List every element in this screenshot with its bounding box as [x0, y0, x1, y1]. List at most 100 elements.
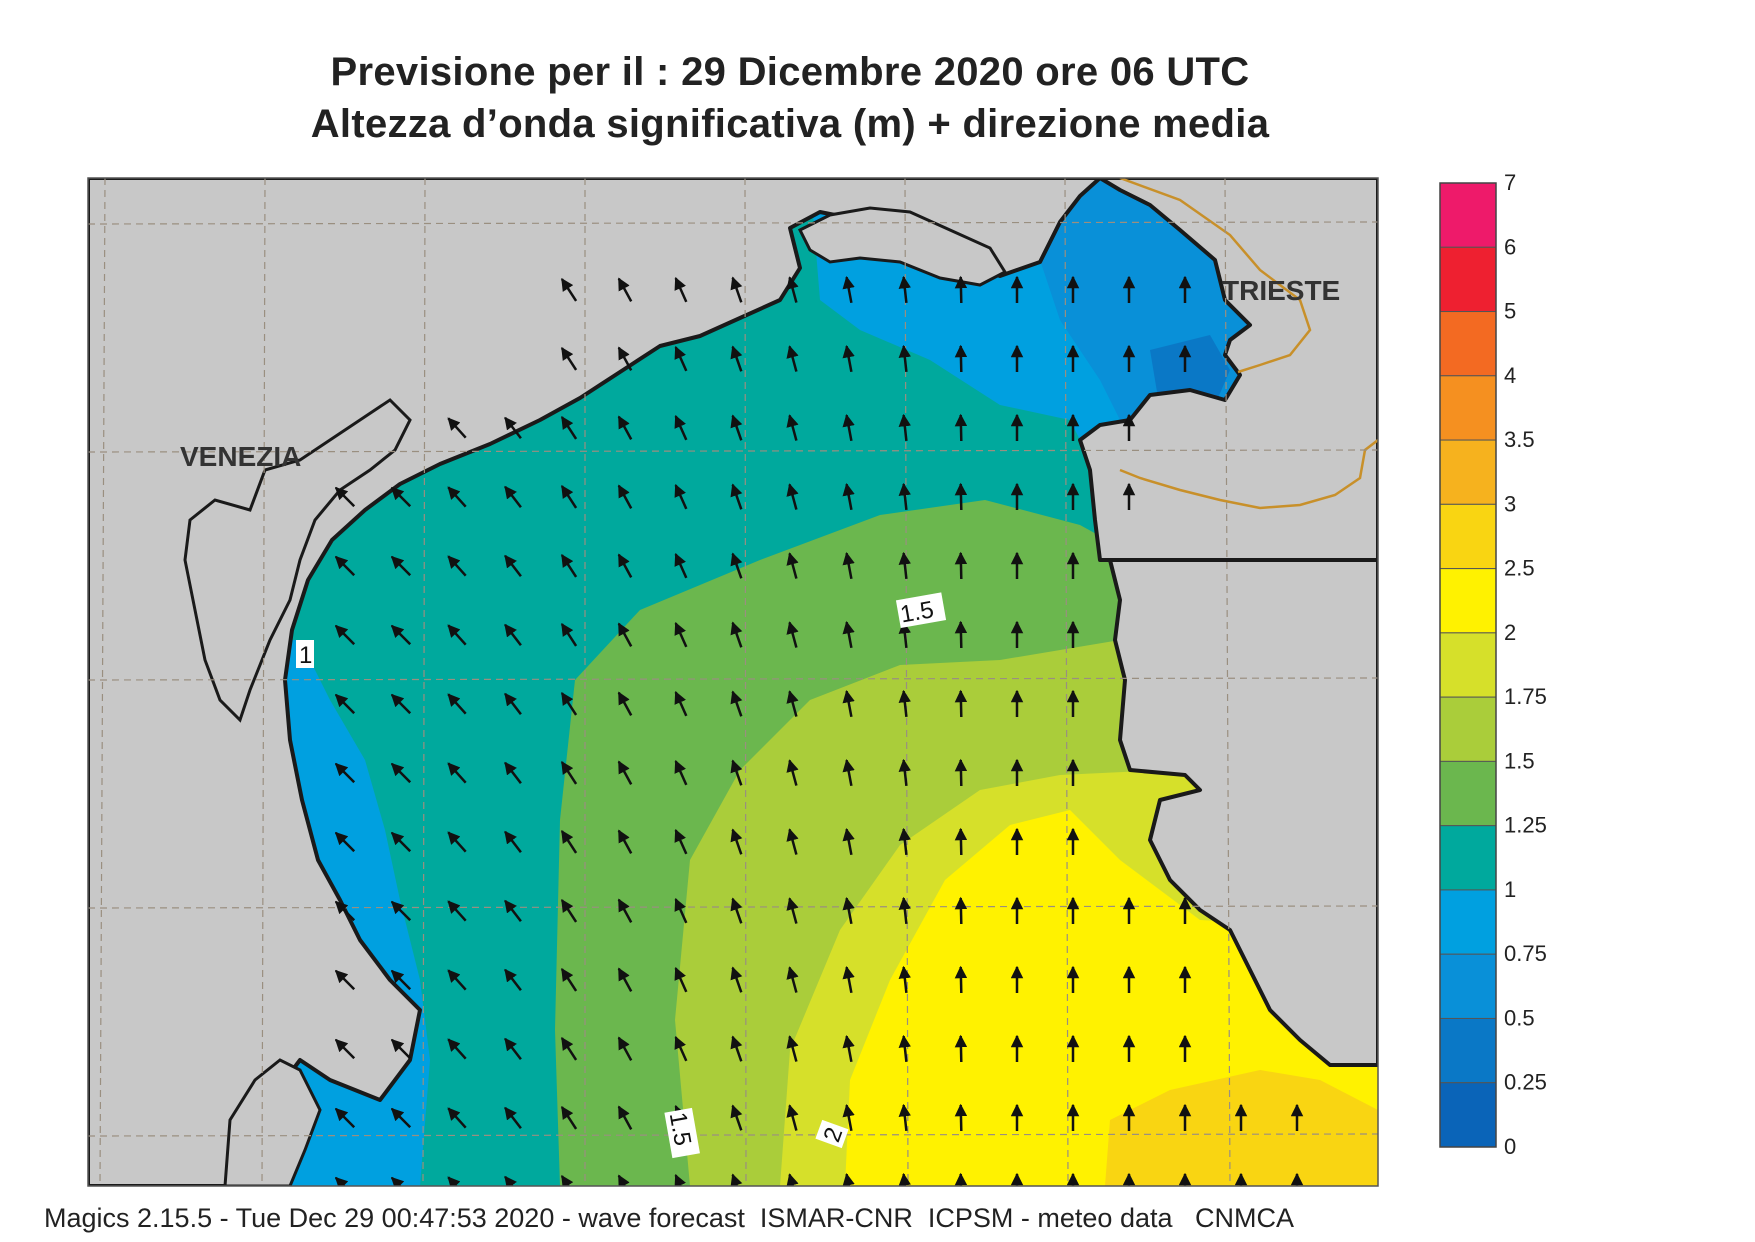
legend-tick-label: 2 — [1504, 620, 1516, 645]
direction-arrow — [898, 344, 912, 373]
direction-arrow — [334, 900, 356, 922]
city-label-venezia: VENEZIA — [180, 441, 301, 472]
direction-arrow — [447, 417, 467, 439]
direction-arrow — [560, 761, 578, 785]
direction-arrow — [786, 966, 799, 993]
direction-arrow — [447, 1176, 461, 1186]
legend-swatch — [1439, 375, 1497, 441]
direction-arrow — [730, 759, 743, 786]
direction-arrow — [730, 414, 743, 441]
direction-arrow — [730, 1035, 743, 1062]
colorbar-legend: 7 6 5 4 3.5 3 2.5 2 1.75 1.5 1.25 1 0.75 0.5 0.25 0 — [1439, 170, 1547, 1159]
direction-arrow — [560, 1037, 578, 1061]
city-label-trieste: TRIESTE — [1222, 275, 1340, 306]
direction-arrow — [730, 621, 743, 648]
direction-arrow — [898, 896, 912, 925]
legend-swatch — [1439, 1082, 1497, 1148]
direction-arrow — [730, 345, 743, 372]
legend-tick-label: 0.75 — [1504, 941, 1547, 966]
direction-arrow — [730, 690, 743, 717]
direction-arrow — [334, 486, 356, 508]
direction-arrow — [674, 966, 688, 993]
direction-arrow — [447, 900, 467, 922]
direction-arrow — [786, 690, 799, 717]
direction-arrow — [390, 900, 412, 922]
direction-arrow — [842, 1034, 855, 1063]
direction-arrow — [334, 624, 356, 646]
direction-arrow — [954, 896, 968, 925]
direction-arrow — [617, 691, 633, 716]
direction-arrow — [730, 1104, 743, 1131]
direction-arrow — [674, 1173, 686, 1186]
direction-arrow — [617, 760, 633, 785]
map-title-line1: Previsione per il : 29 Dicembre 2020 ore… — [330, 50, 1250, 94]
direction-arrow — [842, 620, 855, 649]
legend-tick-label: 1.75 — [1504, 684, 1547, 709]
legend-swatch — [1439, 696, 1497, 762]
direction-arrow — [504, 1106, 522, 1130]
direction-arrow — [617, 622, 633, 647]
direction-arrow — [504, 416, 522, 440]
contour-label-2: 2 — [815, 1119, 849, 1149]
direction-arrow — [617, 553, 633, 578]
direction-arrow — [617, 484, 633, 509]
direction-arrow — [504, 899, 522, 923]
legend-tick-label: 0.5 — [1504, 1005, 1535, 1030]
graticule — [88, 178, 1378, 1186]
direction-arrow — [842, 413, 855, 442]
direction-arrow — [954, 551, 968, 580]
map-frame — [87, 177, 1379, 1187]
direction-arrow — [334, 1038, 356, 1060]
po-delta — [223, 1058, 322, 1186]
direction-arrow — [560, 278, 578, 302]
direction-arrow — [898, 551, 912, 580]
direction-arrow — [334, 693, 356, 715]
legend-tick-label: 7 — [1504, 170, 1516, 195]
direction-arrow — [898, 1172, 912, 1186]
direction-arrow — [447, 1107, 467, 1129]
direction-arrow — [898, 482, 912, 511]
direction-arrow — [560, 347, 578, 371]
direction-arrow — [617, 277, 633, 302]
direction-arrow — [560, 899, 578, 923]
direction-arrow — [504, 968, 522, 992]
legend-tick-label: 0 — [1504, 1134, 1516, 1159]
direction-arrow — [617, 1174, 630, 1186]
direction-arrow — [504, 554, 522, 578]
direction-arrow — [390, 624, 412, 646]
legend-swatch — [1439, 1017, 1497, 1084]
contour-label-1-text: 1 — [299, 642, 312, 669]
direction-arrow — [786, 621, 799, 648]
direction-arrow — [842, 896, 855, 925]
legend-swatch — [1439, 632, 1497, 698]
direction-arrow — [674, 759, 688, 786]
direction-arrow — [334, 762, 356, 784]
direction-arrow — [954, 1034, 968, 1063]
direction-arrow — [504, 1037, 522, 1061]
legend-tick-label: 3 — [1504, 491, 1516, 516]
direction-arrow — [674, 621, 688, 648]
direction-arrow — [898, 1103, 912, 1132]
direction-arrow — [898, 965, 912, 994]
direction-arrow — [560, 623, 578, 647]
direction-arrow — [390, 831, 412, 853]
meridian-2 — [261, 178, 266, 1186]
direction-arrow — [842, 827, 855, 856]
direction-arrow — [954, 413, 968, 442]
direction-arrow — [898, 689, 912, 718]
legend-tick-label: 1.5 — [1504, 748, 1535, 773]
meridian-8 — [1224, 178, 1231, 1186]
direction-arrow — [786, 552, 799, 579]
direction-arrow — [560, 1106, 578, 1130]
border-italy-slovenia — [1119, 178, 1312, 374]
meridian-3 — [422, 178, 426, 1186]
legend-tick-label: 1 — [1504, 877, 1516, 902]
land-istria — [1108, 558, 1378, 1067]
direction-arrow — [842, 344, 855, 373]
legend-tick-label: 3.5 — [1504, 427, 1535, 452]
direction-arrow — [674, 552, 688, 579]
direction-arrow — [842, 758, 855, 787]
direction-arrow — [842, 1103, 855, 1132]
direction-arrow — [954, 482, 968, 511]
